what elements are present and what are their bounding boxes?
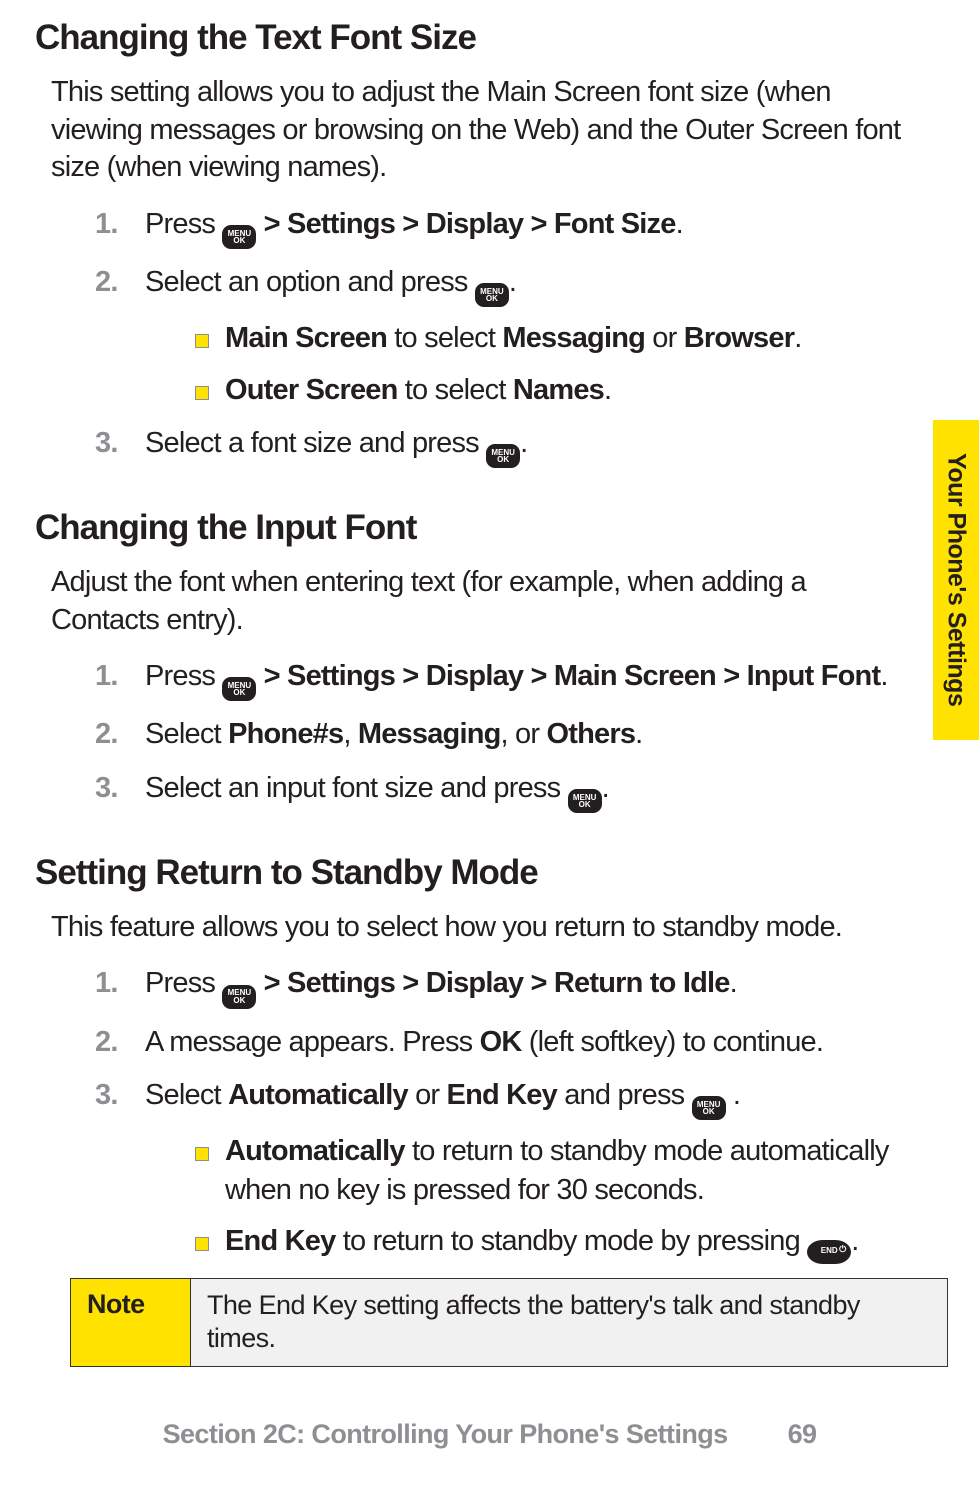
step-2: Select an option and press MENUOK. Main … — [95, 263, 919, 409]
section-input-font: Changing the Input Font Adjust the font … — [35, 508, 919, 813]
bold: Names — [513, 374, 604, 406]
sublist: Automatically to return to standby mode … — [195, 1132, 919, 1264]
step-3: Select Automatically or End Key and pres… — [95, 1076, 919, 1264]
intro-font-size: This setting allows you to adjust the Ma… — [51, 74, 919, 187]
path: > Settings > Display > Font Size — [256, 208, 675, 240]
heading-font-size: Changing the Text Font Size — [35, 18, 919, 58]
section-tab-label: Your Phone's Settings — [942, 453, 971, 706]
bold: Messaging — [502, 322, 645, 354]
intro-standby: This feature allows you to select how yo… — [51, 909, 919, 947]
text: , — [343, 718, 358, 750]
text: Press — [145, 208, 222, 240]
menu-ok-key-icon: MENUOK — [486, 444, 520, 468]
note-text: The End Key setting affects the battery'… — [191, 1278, 948, 1367]
sublist: Main Screen to select Messaging or Brows… — [195, 319, 919, 409]
bold: Phone#s — [228, 718, 343, 750]
section-tab: Your Phone's Settings — [933, 420, 979, 740]
section-font-size: Changing the Text Font Size This setting… — [35, 18, 919, 468]
text: Select an option and press — [145, 266, 475, 298]
path: > Settings > Display > Return to Idle — [256, 967, 729, 999]
steps-standby: Press MENUOK > Settings > Display > Retu… — [95, 964, 919, 1263]
page-content: Changing the Text Font Size This setting… — [0, 0, 979, 1367]
step-2: A message appears. Press OK (left softke… — [95, 1023, 919, 1062]
heading-standby: Setting Return to Standby Mode — [35, 853, 919, 893]
bold: Main Screen — [225, 322, 387, 354]
text: (left softkey) to continue. — [522, 1026, 824, 1058]
menu-ok-key-icon: MENUOK — [475, 283, 509, 307]
sub-item: Main Screen to select Messaging or Brows… — [195, 319, 919, 358]
page-number: 69 — [788, 1419, 817, 1449]
text: Press — [145, 660, 222, 692]
text: , or — [501, 718, 547, 750]
section-standby: Setting Return to Standby Mode This feat… — [35, 853, 919, 1264]
intro-input-font: Adjust the font when entering text (for … — [51, 564, 919, 639]
bold: Automatically — [225, 1135, 405, 1167]
bold: Automatically — [228, 1079, 408, 1111]
sub-item: End Key to return to standby mode by pre… — [195, 1222, 919, 1263]
bold: Browser — [684, 322, 794, 354]
text: Select — [145, 1079, 228, 1111]
steps-font-size: Press MENUOK > Settings > Display > Font… — [95, 205, 919, 468]
menu-ok-key-icon: MENUOK — [222, 677, 256, 701]
text: and press — [557, 1079, 692, 1111]
steps-input-font: Press MENUOK > Settings > Display > Main… — [95, 657, 919, 813]
bold: OK — [480, 1026, 522, 1058]
menu-ok-key-icon: MENUOK — [568, 789, 602, 813]
menu-ok-key-icon: MENUOK — [692, 1096, 726, 1120]
text: or — [408, 1079, 447, 1111]
text: Select a font size and press — [145, 427, 486, 459]
end-key-icon: END — [807, 1240, 851, 1264]
step-2: Select Phone#s, Messaging, or Others. — [95, 715, 919, 754]
step-1: Press MENUOK > Settings > Display > Retu… — [95, 964, 919, 1008]
sub-item: Automatically to return to standby mode … — [195, 1132, 919, 1210]
step-3: Select an input font size and press MENU… — [95, 769, 919, 813]
note-label: Note — [71, 1278, 191, 1367]
step-1: Press MENUOK > Settings > Display > Font… — [95, 205, 919, 249]
bold: End Key — [447, 1079, 557, 1111]
heading-input-font: Changing the Input Font — [35, 508, 919, 548]
step-1: Press MENUOK > Settings > Display > Main… — [95, 657, 919, 701]
path: > Settings > Display > Main Screen > Inp… — [256, 660, 880, 692]
text: or — [645, 322, 684, 354]
note-box: Note The End Key setting affects the bat… — [70, 1278, 948, 1368]
bold: Others — [547, 718, 636, 750]
page-footer: Section 2C: Controlling Your Phone's Set… — [0, 1419, 979, 1450]
text: Select — [145, 718, 228, 750]
text: to select — [387, 322, 502, 354]
footer-section: Section 2C: Controlling Your Phone's Set… — [163, 1419, 728, 1449]
text: to select — [398, 374, 513, 406]
menu-ok-key-icon: MENUOK — [222, 985, 256, 1009]
sub-item: Outer Screen to select Names. — [195, 371, 919, 410]
text: Press — [145, 967, 222, 999]
text: A message appears. Press — [145, 1026, 480, 1058]
bold: Messaging — [358, 718, 501, 750]
bold: Outer Screen — [225, 374, 398, 406]
text: to return to standby mode by pressing — [335, 1225, 807, 1257]
step-3: Select a font size and press MENUOK. — [95, 424, 919, 468]
bold: End Key — [225, 1225, 335, 1257]
text: Select an input font size and press — [145, 772, 568, 804]
menu-ok-key-icon: MENUOK — [222, 225, 256, 249]
